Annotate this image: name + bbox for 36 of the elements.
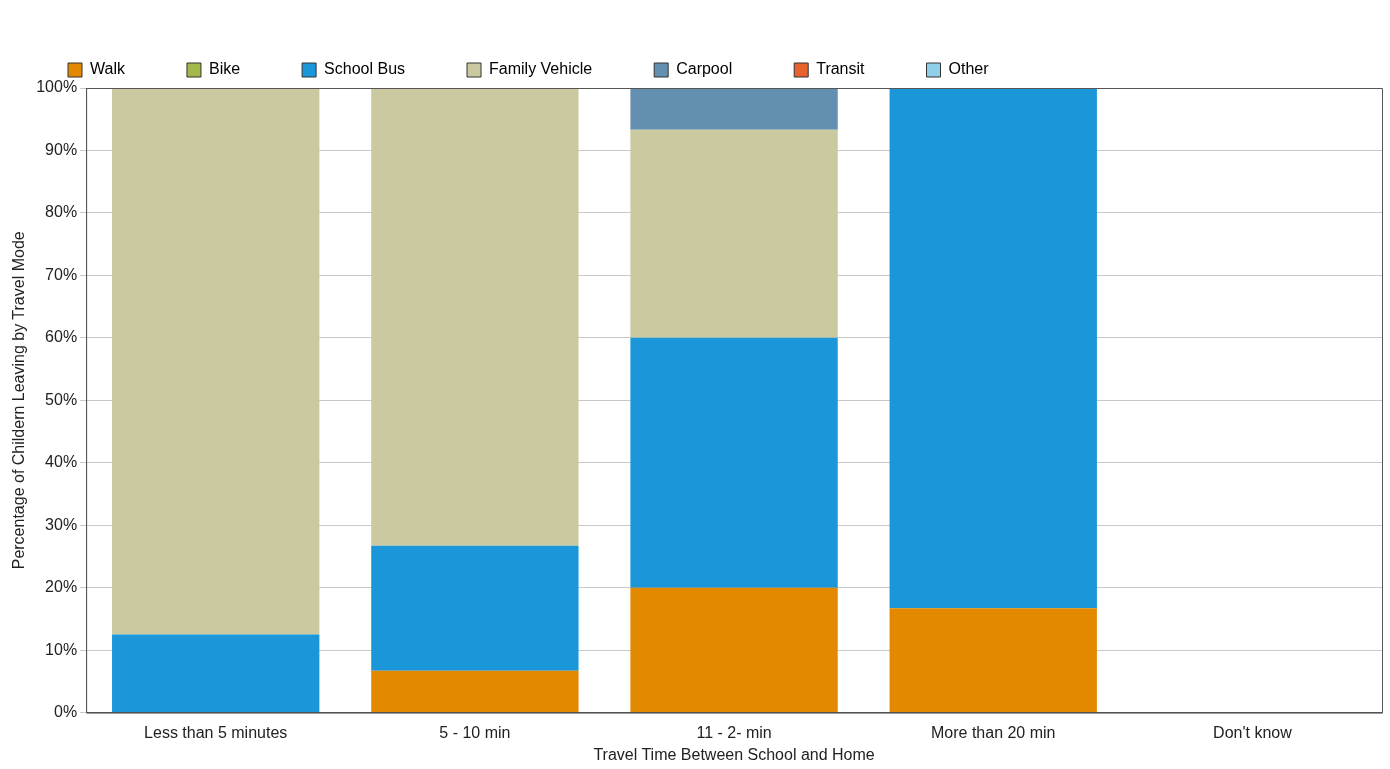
x-tick-label: More than 20 min <box>930 723 1056 741</box>
legend-label: Transit <box>816 60 866 78</box>
bar <box>889 88 1097 609</box>
y-tick-label: 70% <box>45 265 78 283</box>
legend-label: Carpool <box>676 60 733 78</box>
y-tick-label: 10% <box>45 640 78 658</box>
x-tick-label: 11 - 2- min <box>696 723 772 741</box>
y-tick-label: 50% <box>45 390 78 408</box>
bar <box>630 587 838 713</box>
x-axis-title: Travel Time Between School and Home <box>593 745 875 763</box>
x-tick-label: 5 - 10 min <box>439 723 511 741</box>
y-tick-label: 90% <box>45 140 78 158</box>
y-tick-label: 60% <box>45 328 78 346</box>
bar <box>630 337 838 588</box>
bar <box>112 634 320 713</box>
y-tick-label: 0% <box>54 703 78 721</box>
y-tick-label: 20% <box>45 578 78 596</box>
bar <box>371 545 579 671</box>
bar <box>112 88 320 635</box>
y-tick-label: 40% <box>45 453 78 471</box>
bar <box>630 88 838 130</box>
y-tick-label: 30% <box>45 515 78 533</box>
legend-label: Walk <box>90 60 126 78</box>
bar <box>630 129 838 338</box>
legend-label: Bike <box>208 60 241 78</box>
bar <box>371 670 579 713</box>
legend-label: School Bus <box>324 60 406 78</box>
y-tick-label: 100% <box>36 78 78 96</box>
y-axis-title: Percentage of Childern Leaving by Travel Mode <box>10 231 28 570</box>
x-tick-label: Don't know <box>1213 723 1293 741</box>
bar <box>889 608 1097 713</box>
legend-label: Family Vehicle <box>489 60 593 78</box>
legend-label: Other <box>948 60 990 78</box>
y-tick-label: 80% <box>45 203 78 221</box>
bar <box>371 88 579 546</box>
x-tick-label: Less than 5 minutes <box>144 723 288 741</box>
